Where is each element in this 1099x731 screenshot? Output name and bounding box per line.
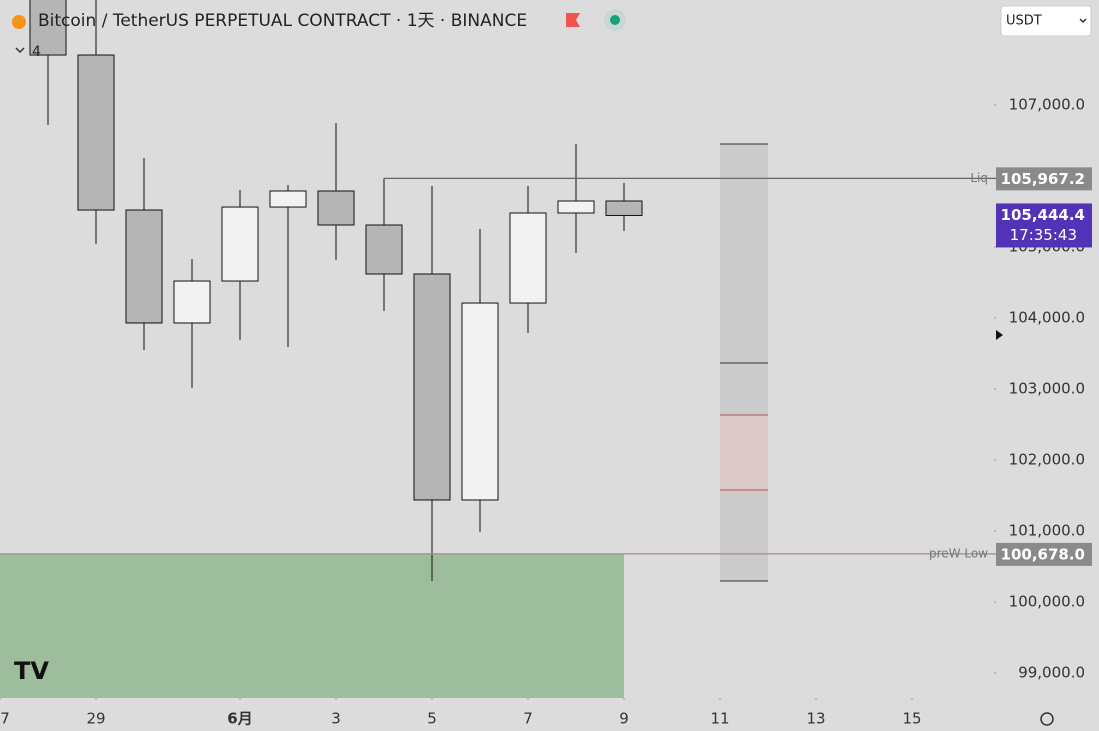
level-name: preW Low — [929, 546, 988, 560]
y-tick-label: 103,000.0 — [1009, 380, 1085, 398]
stop-zone — [720, 414, 768, 491]
countdown: 17:35:43 — [1010, 226, 1077, 244]
x-tick-label: 7 — [0, 710, 10, 728]
candle-body — [413, 273, 451, 501]
level-name: Liq — [970, 171, 988, 185]
x-tick-label: 13 — [806, 710, 825, 728]
scroll-arrow[interactable] — [996, 330, 1003, 340]
logo: TV — [14, 657, 49, 685]
x-tick-label: 9 — [619, 710, 629, 728]
dropdown-arrow — [1079, 18, 1087, 24]
candle-body — [173, 280, 211, 324]
last-price-value: 105,444.4 — [1001, 206, 1085, 224]
x-tick-label: 15 — [902, 710, 921, 728]
candle-body — [509, 212, 547, 304]
y-tick-label: 99,000.0 — [1018, 664, 1085, 682]
x-tick-label: 11 — [710, 710, 729, 728]
candle-body — [77, 54, 115, 211]
candle-body — [365, 224, 403, 275]
settings-icon[interactable] — [1040, 712, 1054, 726]
last-price-box — [996, 203, 1092, 248]
candle-body — [461, 302, 499, 501]
flag-icon[interactable] — [566, 13, 580, 27]
y-tick-label: 104,000.0 — [1009, 309, 1085, 327]
currency-label: USDT — [1006, 14, 1042, 29]
indicator-count: 4 — [32, 44, 41, 60]
candle-body — [221, 206, 259, 282]
status-dot — [610, 15, 620, 25]
range-box — [720, 143, 768, 581]
level-value: 100,678.0 — [1001, 545, 1085, 563]
candle-body — [557, 200, 595, 214]
x-tick-label: 5 — [427, 710, 437, 728]
candle-body — [125, 209, 163, 324]
y-tick-label: 101,000.0 — [1009, 522, 1085, 540]
x-tick-label: 29 — [86, 710, 105, 728]
candle-body — [317, 190, 355, 226]
x-tick-label: 7 — [523, 710, 533, 728]
candle-body — [29, 0, 67, 56]
x-tick-label: 6月 — [227, 710, 252, 728]
coin-icon — [12, 15, 26, 29]
collapse-icon[interactable] — [15, 47, 25, 54]
candle-body — [269, 190, 307, 208]
level-box — [996, 542, 1092, 566]
y-tick-label: 100,000.0 — [1009, 593, 1085, 611]
level-box — [996, 167, 1092, 191]
y-tick-label: 107,000.0 — [1009, 96, 1085, 114]
zone — [0, 553, 624, 698]
level-value: 105,967.2 — [1001, 170, 1085, 188]
x-tick-label: 3 — [331, 710, 341, 728]
y-tick-label: 102,000.0 — [1009, 451, 1085, 469]
chart-title: Bitcoin / TetherUS PERPETUAL CONTRACT · … — [38, 11, 527, 31]
currency-dropdown[interactable] — [1000, 5, 1092, 37]
candle-body — [605, 200, 643, 216]
